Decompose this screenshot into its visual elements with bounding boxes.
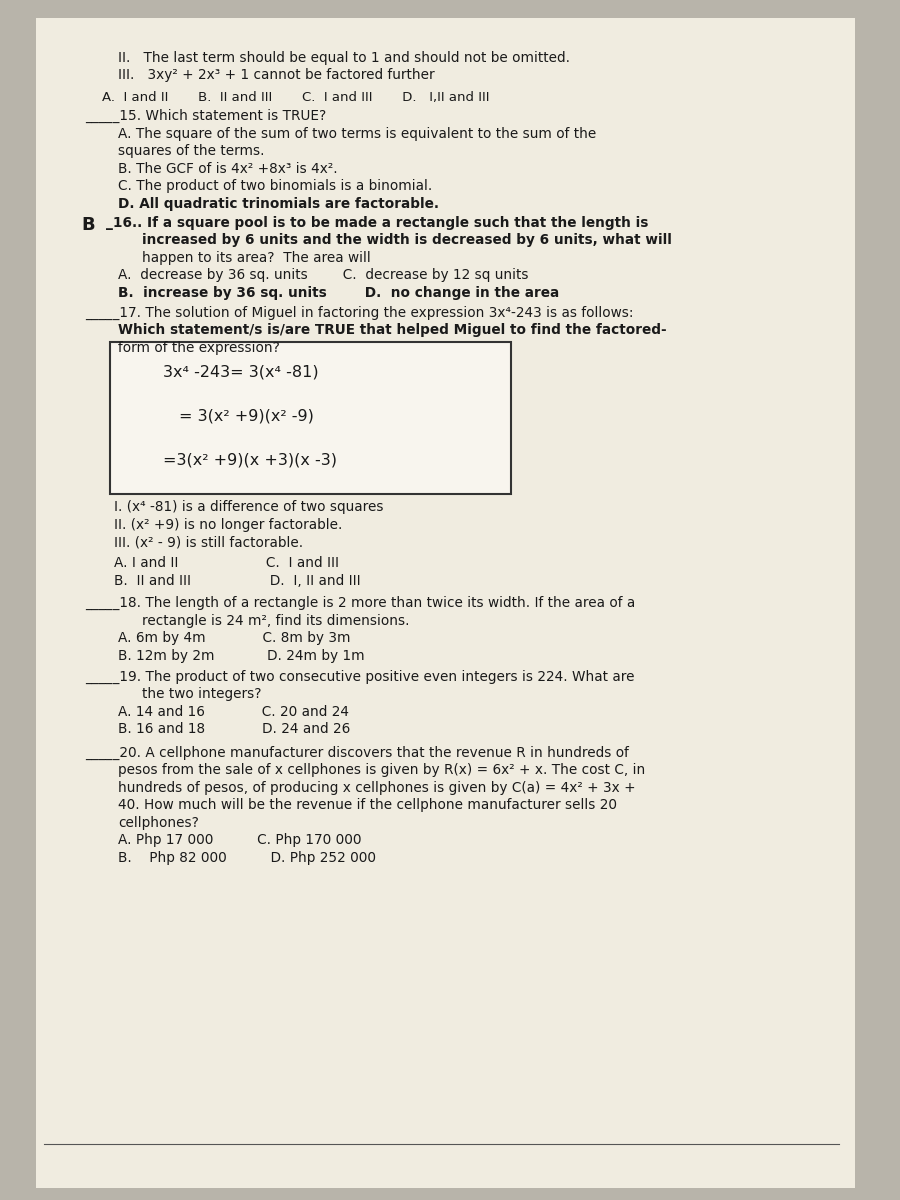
- Text: form of the expression?: form of the expression?: [118, 341, 280, 355]
- Text: D. All quadratic trinomials are factorable.: D. All quadratic trinomials are factorab…: [118, 197, 439, 211]
- Text: A. Php 17 000          C. Php 170 000: A. Php 17 000 C. Php 170 000: [118, 834, 362, 847]
- Text: the two integers?: the two integers?: [142, 688, 262, 701]
- Text: A.  decrease by 36 sq. units        C.  decrease by 12 sq units: A. decrease by 36 sq. units C. decrease …: [118, 269, 528, 282]
- Text: cellphones?: cellphones?: [118, 816, 199, 830]
- Text: _____15. Which statement is TRUE?: _____15. Which statement is TRUE?: [86, 109, 327, 124]
- Text: _____18. The length of a rectangle is 2 more than twice its width. If the area o: _____18. The length of a rectangle is 2 …: [86, 596, 635, 610]
- Text: 3x⁴ -243= 3(x⁴ -81): 3x⁴ -243= 3(x⁴ -81): [163, 365, 319, 379]
- Text: _16.. If a square pool is to be made a rectangle such that the length is: _16.. If a square pool is to be made a r…: [105, 216, 648, 229]
- Text: squares of the terms.: squares of the terms.: [118, 144, 265, 158]
- Text: Which statement/s is/are TRUE that helped Miguel to find the factored-: Which statement/s is/are TRUE that helpe…: [118, 323, 667, 337]
- Text: =3(x² +9)(x +3)(x -3): =3(x² +9)(x +3)(x -3): [163, 452, 337, 468]
- Text: _____20. A cellphone manufacturer discovers that the revenue R in hundreds of: _____20. A cellphone manufacturer discov…: [86, 745, 629, 760]
- Text: 40. How much will be the revenue if the cellphone manufacturer sells 20: 40. How much will be the revenue if the …: [118, 798, 616, 812]
- Text: B.  increase by 36 sq. units        D.  no change in the area: B. increase by 36 sq. units D. no change…: [118, 286, 559, 300]
- Text: _____19. The product of two consecutive positive even integers is 224. What are: _____19. The product of two consecutive …: [86, 670, 634, 684]
- Text: III.   3xy² + 2x³ + 1 cannot be factored further: III. 3xy² + 2x³ + 1 cannot be factored f…: [118, 68, 435, 83]
- Text: _____17. The solution of Miguel in factoring the expression 3x⁴-243 is as follow: _____17. The solution of Miguel in facto…: [86, 306, 634, 320]
- Text: B.  II and III                  D.  I, II and III: B. II and III D. I, II and III: [113, 574, 360, 588]
- Text: pesos from the sale of x cellphones is given by R(x) = 6x² + x. The cost C, in: pesos from the sale of x cellphones is g…: [118, 763, 645, 778]
- Text: I. (x⁴ -81) is a difference of two squares: I. (x⁴ -81) is a difference of two squar…: [113, 500, 383, 514]
- Text: A. The square of the sum of two terms is equivalent to the sum of the: A. The square of the sum of two terms is…: [118, 127, 596, 140]
- Text: II.   The last term should be equal to 1 and should not be omitted.: II. The last term should be equal to 1 a…: [118, 50, 570, 65]
- Text: B. 16 and 18             D. 24 and 26: B. 16 and 18 D. 24 and 26: [118, 722, 350, 737]
- FancyBboxPatch shape: [110, 342, 511, 494]
- Text: A. I and II                    C.  I and III: A. I and II C. I and III: [113, 556, 338, 570]
- Text: A.  I and II       B.  II and III       C.  I and III       D.   I,II and III: A. I and II B. II and III C. I and III D…: [102, 90, 489, 103]
- Text: B. 12m by 2m            D. 24m by 1m: B. 12m by 2m D. 24m by 1m: [118, 649, 364, 662]
- Text: hundreds of pesos, of producing x cellphones is given by C(a) = 4x² + 3x +: hundreds of pesos, of producing x cellph…: [118, 781, 635, 794]
- Text: happen to its area?  The area will: happen to its area? The area will: [142, 251, 371, 265]
- Text: B. The GCF of is 4x² +8x³ is 4x².: B. The GCF of is 4x² +8x³ is 4x².: [118, 162, 338, 176]
- Text: A. 6m by 4m             C. 8m by 3m: A. 6m by 4m C. 8m by 3m: [118, 631, 350, 646]
- Text: II. (x² +9) is no longer factorable.: II. (x² +9) is no longer factorable.: [113, 517, 342, 532]
- Text: increased by 6 units and the width is decreased by 6 units, what will: increased by 6 units and the width is de…: [142, 233, 672, 247]
- Text: III. (x² - 9) is still factorable.: III. (x² - 9) is still factorable.: [113, 535, 303, 550]
- Text: rectangle is 24 m², find its dimensions.: rectangle is 24 m², find its dimensions.: [142, 613, 410, 628]
- Text: B: B: [81, 216, 94, 234]
- Text: B.    Php 82 000          D. Php 252 000: B. Php 82 000 D. Php 252 000: [118, 851, 376, 865]
- Text: C. The product of two binomials is a binomial.: C. The product of two binomials is a bin…: [118, 180, 432, 193]
- Text: A. 14 and 16             C. 20 and 24: A. 14 and 16 C. 20 and 24: [118, 704, 349, 719]
- Text: = 3(x² +9)(x² -9): = 3(x² +9)(x² -9): [179, 409, 314, 424]
